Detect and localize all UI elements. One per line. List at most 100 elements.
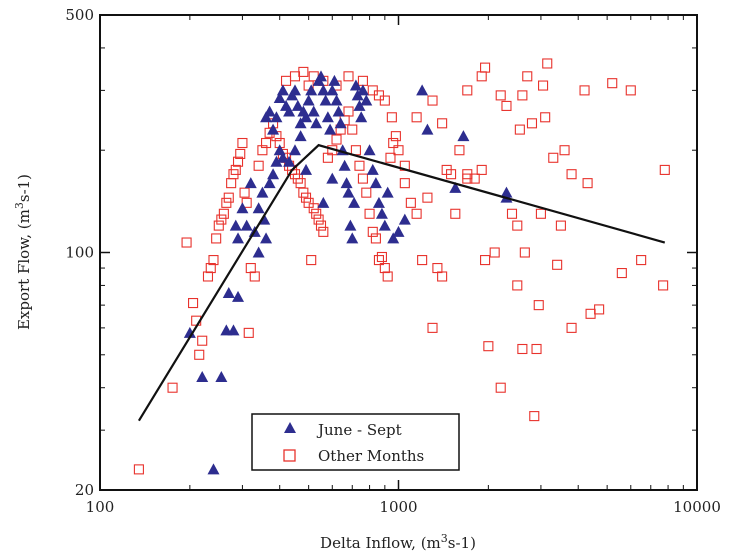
- series-other-months: [133, 58, 670, 475]
- june-sept-point: [326, 84, 339, 96]
- other-months-point: [257, 145, 268, 156]
- other-months-point: [249, 271, 260, 282]
- june-sept-point: [346, 232, 359, 244]
- june-sept-point: [421, 123, 434, 135]
- june-sept-point: [369, 177, 382, 189]
- y-axis-label: Export Flow, (m3s-1): [13, 174, 33, 330]
- june-sept-point: [348, 196, 361, 208]
- june-sept-point: [340, 177, 353, 189]
- other-months-point: [331, 134, 342, 145]
- june-sept-point: [310, 117, 323, 129]
- june-sept-point: [328, 74, 341, 86]
- other-months-point: [517, 343, 528, 355]
- june-sept-point: [294, 130, 307, 142]
- june-sept-point: [326, 172, 339, 184]
- other-months-point: [531, 343, 542, 355]
- other-months-point: [237, 137, 248, 149]
- other-months-point: [245, 262, 256, 274]
- june-sept-point: [263, 177, 276, 189]
- x-tick-label: 100: [86, 498, 115, 516]
- legend-label-june-sept: June - Sept: [316, 421, 402, 439]
- june-sept-point: [324, 123, 337, 135]
- other-months-point: [298, 66, 309, 77]
- other-months-point: [197, 335, 208, 346]
- other-months-point: [386, 112, 397, 123]
- other-months-point: [318, 226, 329, 237]
- other-months-point: [538, 80, 549, 91]
- other-months-point: [393, 145, 404, 156]
- june-sept-point: [330, 94, 343, 106]
- other-months-point: [501, 100, 512, 111]
- june-sept-point: [342, 186, 355, 198]
- other-months-point: [208, 255, 219, 266]
- june-sept-point: [196, 371, 209, 383]
- legend-triangle-icon: [284, 422, 296, 433]
- other-months-point: [390, 131, 401, 142]
- series-june-sept: [183, 70, 513, 475]
- other-months-point: [446, 169, 457, 180]
- other-months-point: [462, 169, 473, 180]
- other-months-point: [280, 75, 292, 86]
- june-sept-point: [267, 168, 280, 180]
- other-months-point: [343, 71, 354, 82]
- other-months-point: [480, 62, 491, 73]
- june-sept-point: [288, 84, 301, 96]
- other-months-point: [218, 208, 229, 219]
- other-months-point: [253, 160, 264, 171]
- june-sept-point: [252, 246, 265, 258]
- y-tick-label: 500: [65, 6, 94, 24]
- other-months-point: [437, 271, 448, 282]
- june-sept-point: [256, 186, 269, 198]
- other-months-point: [379, 95, 390, 106]
- other-months-point: [300, 192, 312, 203]
- other-months-point: [476, 164, 487, 175]
- x-axis-label-tail: s-1): [448, 534, 476, 552]
- other-months-point: [427, 95, 438, 106]
- other-months-point: [495, 382, 506, 393]
- other-months-point: [579, 85, 590, 96]
- june-sept-point: [276, 151, 289, 163]
- other-months-point: [235, 148, 246, 160]
- june-sept-point: [244, 177, 257, 189]
- other-months-point: [405, 197, 416, 208]
- june-sept-point: [288, 144, 301, 156]
- other-months-point: [221, 197, 232, 208]
- other-months-point: [202, 271, 214, 282]
- june-sept-point: [300, 111, 313, 123]
- june-sept-point: [260, 111, 273, 123]
- june-sept-point: [338, 159, 351, 171]
- june-sept-point: [449, 181, 462, 193]
- other-months-point: [495, 90, 506, 101]
- legend: June - Sept Other Months: [251, 413, 460, 471]
- other-months-point: [476, 71, 487, 82]
- other-months-point: [559, 145, 570, 156]
- other-months-point: [213, 220, 224, 231]
- other-months-point: [361, 187, 372, 198]
- x-tick-label: 10000: [673, 498, 721, 516]
- y-axis-label-text: Export Flow, (m: [15, 209, 33, 330]
- other-months-point: [373, 90, 384, 101]
- other-months-point: [422, 192, 433, 203]
- june-sept-point: [378, 219, 391, 231]
- june-sept-point: [276, 84, 289, 96]
- june-sept-point: [267, 123, 280, 135]
- other-months-point: [181, 237, 192, 248]
- june-sept-point: [353, 99, 366, 111]
- other-months-point: [343, 106, 354, 117]
- other-months-point: [526, 118, 538, 129]
- other-months-point: [616, 268, 627, 279]
- other-months-point: [223, 192, 234, 203]
- other-months-point: [226, 178, 237, 189]
- other-months-point: [311, 208, 322, 219]
- other-months-point: [535, 208, 546, 219]
- june-sept-point: [363, 144, 376, 156]
- other-months-point: [462, 85, 473, 96]
- other-months-point: [512, 220, 523, 231]
- june-sept-point: [236, 202, 249, 214]
- other-months-point: [427, 322, 438, 333]
- other-months-point: [306, 255, 317, 266]
- other-months-point: [357, 75, 368, 86]
- june-sept-point: [366, 163, 379, 175]
- other-months-point: [480, 255, 491, 266]
